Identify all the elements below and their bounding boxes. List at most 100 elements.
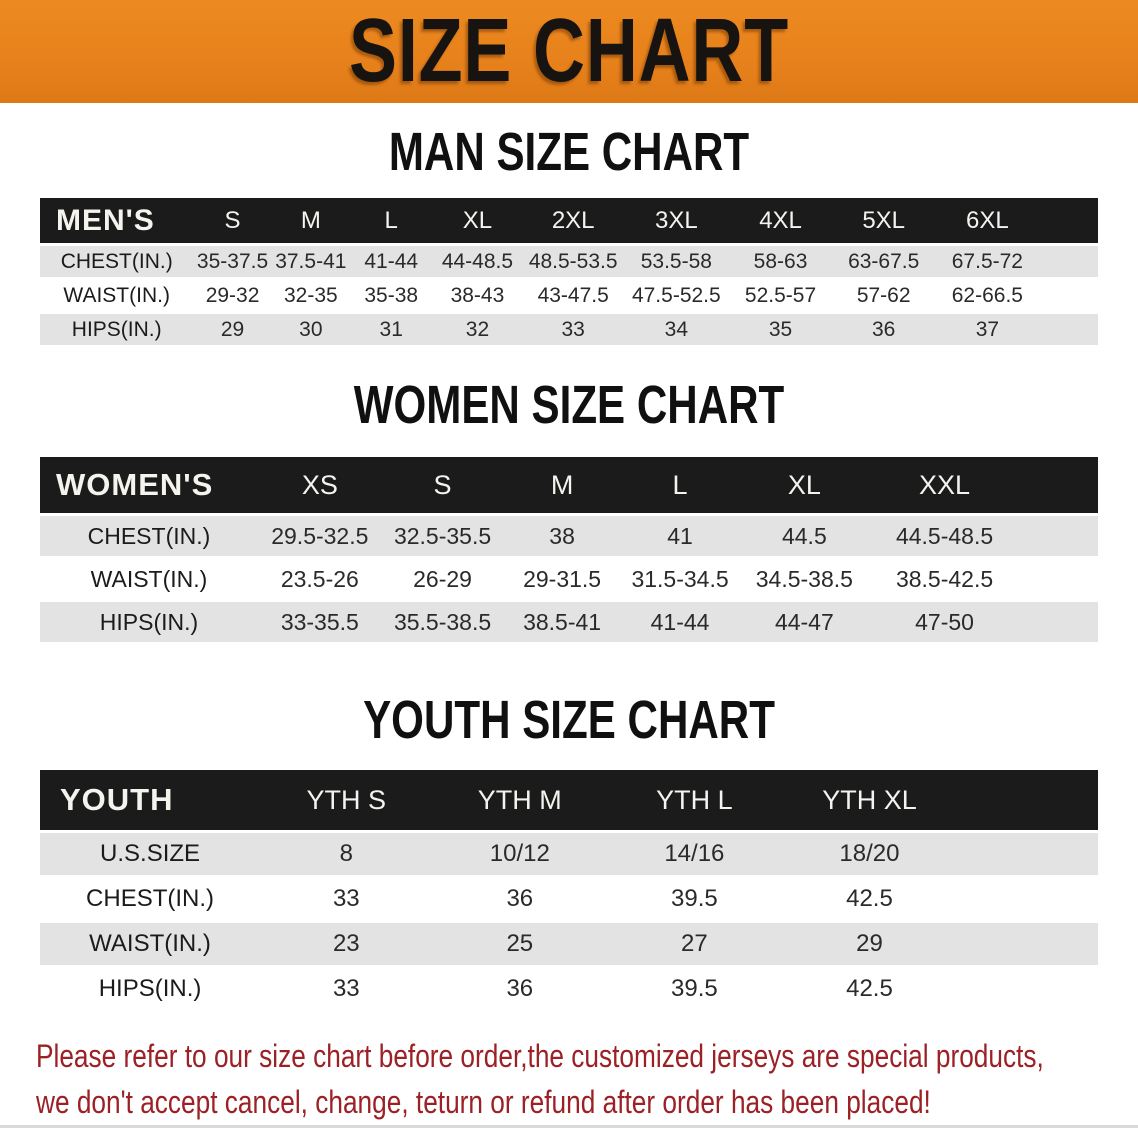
size-column-header: XS bbox=[257, 457, 382, 513]
mens-size-table: MEN'S S M L XL 2XL 3XL 4XL 5XL 6XL CHEST(IN.) 35-3… bbox=[40, 195, 1098, 348]
value-cell: 25 bbox=[506, 930, 534, 957]
table-row: U.S.SIZE 8 10/12 14/16 18/20 bbox=[40, 833, 1098, 875]
mens-header-row: MEN'S S M L XL 2XL 3XL 4XL 5XL 6XL bbox=[40, 198, 1098, 243]
header-spacer-cell bbox=[1019, 457, 1098, 513]
man-section-heading-text: MAN SIZE CHART bbox=[388, 122, 750, 182]
value-cell: 8 bbox=[339, 840, 353, 867]
row-spacer-cell bbox=[1040, 246, 1098, 277]
row-label: U.S.SIZE bbox=[100, 840, 201, 867]
banner: SIZE CHART bbox=[0, 0, 1138, 103]
value-cell: 26-29 bbox=[413, 565, 472, 592]
value-cell: 38 bbox=[549, 522, 575, 549]
row-spacer-cell bbox=[1040, 314, 1098, 345]
table-label-header: MEN'S bbox=[40, 198, 194, 243]
value-cell: 67.5-72 bbox=[951, 249, 1023, 273]
row-label: HIPS(IN.) bbox=[99, 608, 199, 635]
row-label: CHEST(IN.) bbox=[60, 249, 173, 273]
size-column-header: YTH L bbox=[607, 770, 782, 830]
value-cell: 36 bbox=[506, 885, 534, 912]
value-cell: 39.5 bbox=[671, 975, 718, 1002]
disclaimer: Please refer to our size chart before or… bbox=[0, 1033, 1138, 1125]
value-cell: 62-66.5 bbox=[951, 283, 1023, 307]
value-cell: 41-44 bbox=[364, 249, 419, 273]
table-row: CHEST(IN.) 33 36 39.5 42.5 bbox=[40, 878, 1098, 920]
value-cell: 47-50 bbox=[915, 608, 974, 635]
table-row: WAIST(IN.) 23 25 27 29 bbox=[40, 923, 1098, 965]
size-column-header: L bbox=[349, 198, 433, 243]
value-cell: 27 bbox=[681, 930, 708, 957]
table-row: HIPS(IN.) 33 36 39.5 42.5 bbox=[40, 968, 1098, 1010]
value-cell: 33-35.5 bbox=[280, 608, 359, 635]
size-column-header: XXL bbox=[869, 457, 1020, 513]
value-cell: 30 bbox=[299, 317, 323, 341]
value-cell: 42.5 bbox=[846, 885, 893, 912]
size-column-header: 5XL bbox=[832, 198, 935, 243]
youth-header-row: YOUTH YTH S YTH M YTH L YTH XL bbox=[40, 770, 1098, 830]
value-cell: 48.5-53.5 bbox=[528, 249, 618, 273]
table-row: HIPS(IN.) 33-35.5 35.5-38.5 38.5-41 41-44 44-… bbox=[40, 602, 1098, 642]
bottom-edge-line bbox=[0, 1125, 1138, 1128]
value-cell: 63-67.5 bbox=[848, 249, 920, 273]
value-cell: 39.5 bbox=[671, 885, 718, 912]
value-cell: 23 bbox=[332, 930, 360, 957]
value-cell: 29.5-32.5 bbox=[271, 522, 369, 549]
row-label: WAIST(IN.) bbox=[89, 930, 211, 957]
row-label: HIPS(IN.) bbox=[98, 975, 202, 1002]
youth-section-heading: YOUTH SIZE CHART bbox=[0, 693, 1138, 747]
table-label-header: YOUTH bbox=[40, 770, 261, 830]
banner-title: SIZE CHART bbox=[349, 1, 789, 101]
row-spacer-cell bbox=[1020, 559, 1098, 599]
value-cell: 41 bbox=[667, 522, 693, 549]
value-cell: 10/12 bbox=[489, 840, 550, 867]
size-column-header: M bbox=[271, 198, 350, 243]
size-column-header: XL bbox=[432, 198, 523, 243]
value-cell: 35-37.5 bbox=[196, 249, 269, 273]
row-spacer-cell bbox=[957, 878, 1098, 920]
table-label-header: WOMEN'S bbox=[40, 457, 258, 513]
womens-size-table: WOMEN'S XS S M L XL XXL CHEST(IN.) 29.5-32.5 32.… bbox=[40, 454, 1098, 645]
value-cell: 33 bbox=[332, 975, 360, 1002]
value-cell: 52.5-57 bbox=[744, 283, 817, 307]
header-spacer-cell bbox=[1039, 198, 1098, 243]
value-cell: 44-48.5 bbox=[441, 249, 514, 273]
value-cell: 18/20 bbox=[839, 840, 900, 867]
value-cell: 42.5 bbox=[846, 975, 893, 1002]
size-column-header: S bbox=[193, 198, 272, 243]
man-section-heading: MAN SIZE CHART bbox=[0, 125, 1138, 179]
value-cell: 32-35 bbox=[283, 283, 338, 307]
value-cell: 33 bbox=[561, 317, 585, 341]
value-cell: 37.5-41 bbox=[275, 249, 347, 273]
size-column-header: 4XL bbox=[728, 198, 833, 243]
row-label: CHEST(IN.) bbox=[86, 885, 215, 912]
value-cell: 38-43 bbox=[450, 283, 505, 307]
row-spacer-cell bbox=[1020, 516, 1098, 556]
value-cell: 43-47.5 bbox=[537, 283, 609, 307]
value-cell: 38.5-41 bbox=[523, 608, 602, 635]
value-cell: 33 bbox=[332, 885, 360, 912]
size-column-header: 6XL bbox=[935, 198, 1040, 243]
size-column-header: 2XL bbox=[522, 198, 624, 243]
size-column-header: YTH XL bbox=[781, 770, 958, 830]
value-cell: 29-31.5 bbox=[523, 565, 602, 592]
row-label: HIPS(IN.) bbox=[71, 317, 162, 341]
value-cell: 34.5-38.5 bbox=[755, 565, 853, 592]
value-cell: 29-32 bbox=[205, 283, 260, 307]
row-spacer-cell bbox=[957, 833, 1098, 875]
size-column-header: YTH M bbox=[432, 770, 608, 830]
row-label: WAIST(IN.) bbox=[90, 565, 208, 592]
size-column-header: S bbox=[381, 457, 504, 513]
value-cell: 36 bbox=[872, 317, 896, 341]
value-cell: 37 bbox=[975, 317, 1000, 341]
value-cell: 38.5-42.5 bbox=[895, 565, 994, 592]
value-cell: 36 bbox=[506, 975, 534, 1002]
table-row: HIPS(IN.) 29 30 31 32 33 34 35 36 37 bbox=[40, 314, 1098, 345]
value-cell: 29 bbox=[220, 317, 245, 341]
value-cell: 29 bbox=[856, 930, 883, 957]
row-label: WAIST(IN.) bbox=[63, 283, 170, 307]
value-cell: 57-62 bbox=[856, 283, 911, 307]
row-spacer-cell bbox=[957, 968, 1098, 1010]
value-cell: 34 bbox=[664, 317, 689, 341]
row-label: CHEST(IN.) bbox=[87, 522, 211, 549]
size-column-header: M bbox=[503, 457, 621, 513]
